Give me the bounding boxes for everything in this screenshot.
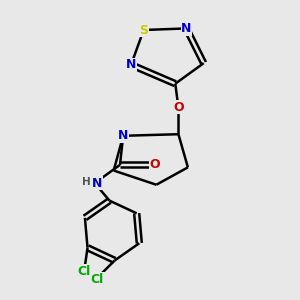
Text: N: N	[118, 129, 128, 142]
Text: N: N	[92, 177, 103, 190]
Text: S: S	[139, 23, 148, 37]
Text: H: H	[82, 177, 91, 187]
Text: Cl: Cl	[91, 273, 104, 286]
Text: O: O	[173, 101, 184, 114]
Text: O: O	[149, 158, 160, 171]
Text: Cl: Cl	[78, 265, 91, 278]
Text: N: N	[181, 22, 191, 35]
Text: N: N	[126, 58, 136, 71]
